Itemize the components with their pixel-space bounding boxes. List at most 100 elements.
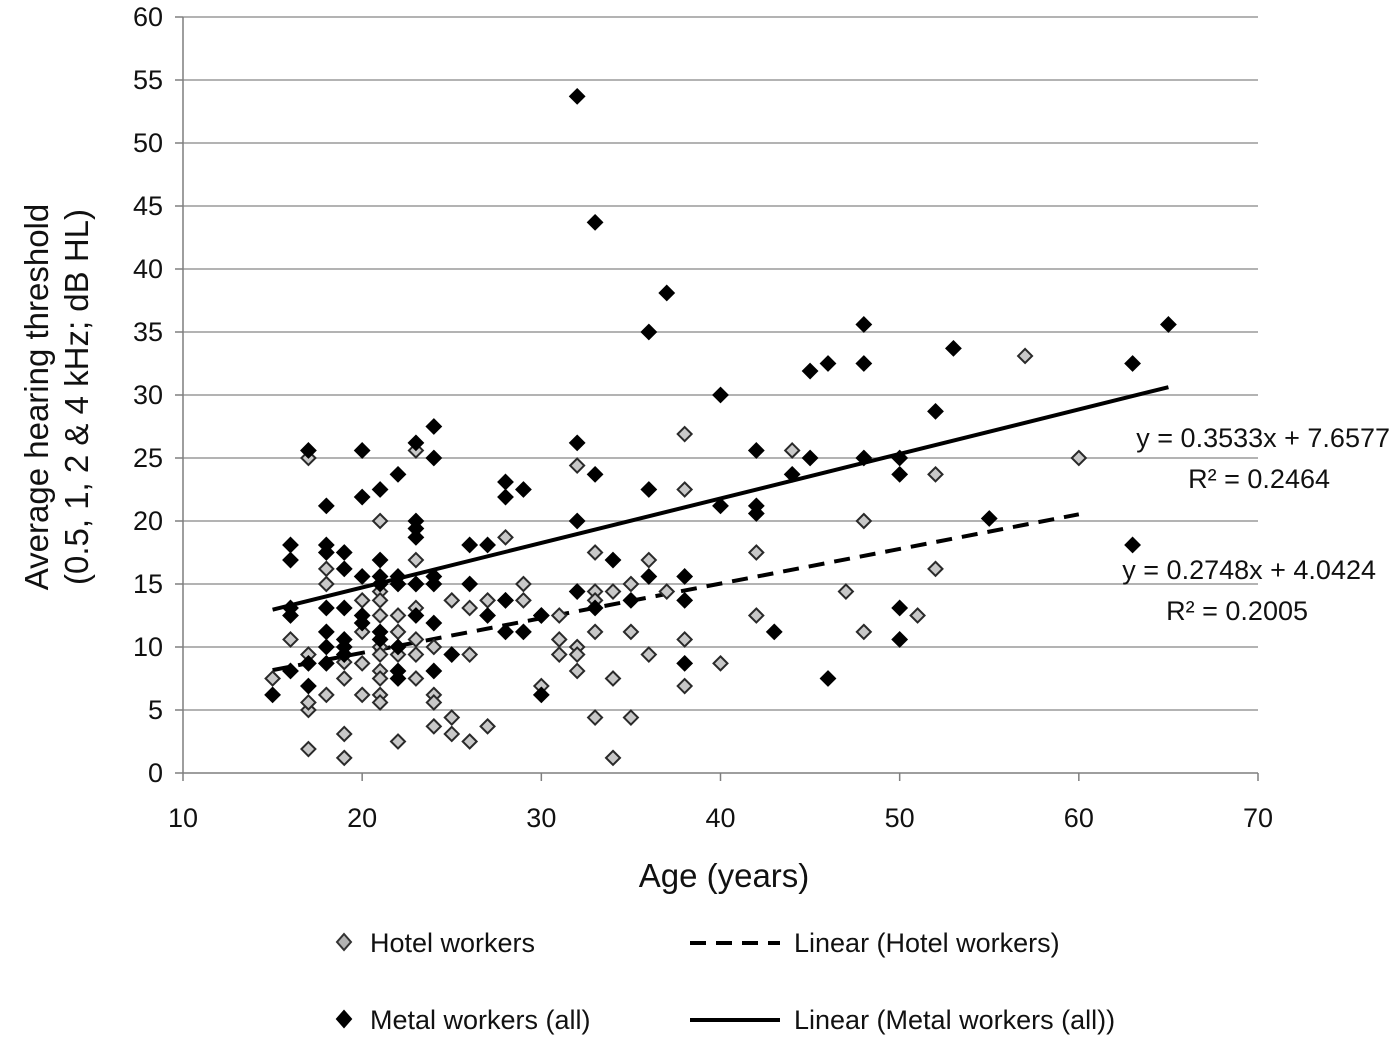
hotel-point-0 — [264, 670, 281, 687]
hotel-point-39 — [425, 638, 443, 656]
hotel-point-7 — [317, 560, 335, 578]
metal-point-28 — [371, 551, 389, 569]
hotel-point-57 — [550, 607, 568, 624]
metal-point-54 — [479, 536, 496, 554]
metal-point-98 — [927, 402, 944, 420]
hotel-point-64 — [586, 544, 604, 561]
metal-point-94 — [891, 449, 909, 467]
hotel-point-77 — [658, 583, 676, 600]
metal-point-46 — [425, 449, 443, 467]
y-tick-label-40: 40 — [133, 254, 163, 284]
metal-point-86 — [783, 465, 801, 483]
y-tick-label-0: 0 — [148, 758, 163, 788]
metal-point-38 — [389, 670, 407, 687]
metal-point-17 — [335, 560, 353, 578]
metal-point-6 — [300, 442, 317, 459]
y-tick-label-50: 50 — [133, 128, 163, 158]
hotel-point-83 — [747, 544, 765, 561]
hotel-point-45 — [443, 725, 461, 743]
hotel-point-13 — [335, 749, 353, 767]
y-tick-label-60: 60 — [133, 2, 163, 32]
hotel-point-79 — [676, 481, 694, 498]
metal-point-18 — [335, 599, 353, 617]
metal-point-78 — [676, 591, 694, 609]
trendlines — [272, 385, 1169, 673]
metal-point-27 — [371, 481, 389, 498]
metal-point-89 — [819, 355, 837, 372]
metal-point-35 — [389, 575, 407, 593]
y-tick-label-5: 5 — [148, 695, 163, 725]
metal-point-76 — [658, 284, 676, 302]
hotel-point-53 — [515, 575, 532, 593]
metal-point-14 — [317, 638, 335, 656]
metal-point-2 — [282, 551, 299, 569]
hotel-point-89 — [909, 607, 926, 624]
hotel-point-25 — [371, 670, 389, 687]
hotel-point-91 — [927, 560, 944, 578]
hotel-point-17 — [353, 686, 371, 704]
metal-point-0 — [264, 686, 281, 704]
metal-point-61 — [515, 623, 532, 641]
hotel-point-85 — [783, 442, 801, 459]
metal-point-72 — [622, 591, 640, 609]
metal-point-71 — [604, 551, 622, 569]
legend-hotel-marker — [335, 932, 353, 952]
hotel-point-82 — [712, 654, 729, 672]
metal-point-55 — [479, 607, 496, 624]
hotel-point-4 — [300, 694, 317, 711]
hotel-point-21 — [371, 607, 389, 624]
hotel-point-18 — [371, 512, 389, 530]
metal-point-100 — [980, 510, 998, 527]
metal-point-92 — [855, 355, 873, 372]
metal-point-13 — [317, 623, 335, 641]
metal-equation-text: y = 0.3533x + 7.6577 — [1136, 423, 1390, 453]
metal-point-96 — [891, 599, 909, 617]
metal-point-5 — [282, 662, 299, 680]
metal-point-87 — [801, 362, 819, 380]
metal-point-30 — [371, 575, 389, 593]
metal-point-93 — [855, 449, 873, 467]
metal-point-45 — [425, 418, 443, 435]
metal-point-23 — [353, 488, 371, 506]
metal-point-11 — [317, 544, 335, 561]
metal-point-73 — [640, 323, 658, 341]
hotel-point-47 — [461, 646, 479, 663]
metal-point-56 — [497, 473, 514, 491]
hotel-point-76 — [640, 646, 658, 663]
hotel-point-20 — [371, 591, 389, 609]
metal-point-48 — [425, 575, 443, 593]
x-tick-label-60: 60 — [1064, 803, 1094, 833]
metal-point-81 — [712, 497, 729, 515]
hotel-equation-text: y = 0.2748x + 4.0424 — [1122, 555, 1376, 585]
metal-point-85 — [765, 623, 783, 641]
hotel-point-86 — [837, 583, 855, 600]
hotel-point-67 — [586, 623, 604, 641]
metal-point-65 — [568, 434, 586, 452]
hotel-point-93 — [1070, 449, 1088, 467]
metal-point-12 — [317, 599, 335, 617]
hotel-point-14 — [353, 591, 371, 609]
metal-point-58 — [497, 591, 514, 609]
hotel-point-37 — [407, 646, 425, 663]
y-tick-label-15: 15 — [133, 569, 163, 599]
metal-point-67 — [568, 583, 586, 600]
hotel-point-51 — [497, 528, 514, 546]
metal-point-51 — [443, 646, 461, 663]
hotel-r2-text: R² = 0.2005 — [1166, 596, 1308, 626]
metal-point-66 — [568, 512, 586, 530]
legend-hotel-trend-label: Linear (Hotel workers) — [794, 928, 1060, 958]
hotel-point-48 — [461, 733, 479, 750]
x-tick-label-40: 40 — [705, 803, 735, 833]
hotel-point-6 — [300, 740, 317, 758]
metal-point-77 — [676, 568, 694, 585]
hotel-point-27 — [371, 694, 389, 711]
metal-point-95 — [891, 465, 909, 483]
metal-point-33 — [389, 465, 407, 483]
metal-point-99 — [945, 339, 962, 357]
metal-point-39 — [407, 434, 425, 452]
hotel-point-46 — [461, 599, 479, 617]
metal-point-43 — [407, 575, 425, 593]
metal-point-59 — [497, 623, 514, 641]
hotel-trend-line — [272, 512, 1080, 673]
